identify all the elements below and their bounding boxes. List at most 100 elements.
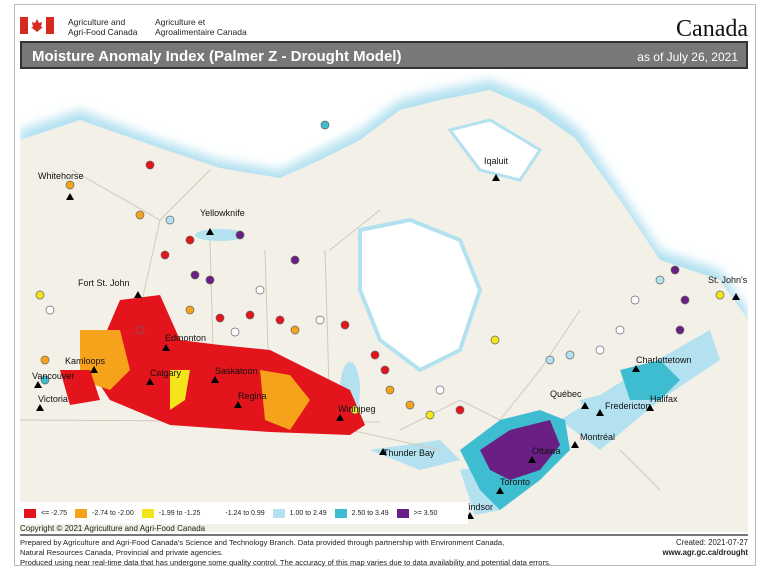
- copyright: Copyright © 2021 Agriculture and Agri-Fo…: [20, 524, 206, 533]
- legend-swatch: [334, 508, 347, 518]
- station-point: [405, 400, 415, 410]
- station-point: [235, 230, 245, 240]
- station-point: [680, 295, 690, 305]
- city-label: Winnipeg: [338, 404, 376, 414]
- city-marker-icon: [496, 487, 504, 494]
- station-point: [455, 405, 465, 415]
- legend-swatch: [24, 508, 36, 518]
- legend-label: 2.50 to 3.49: [351, 509, 389, 517]
- city-label: Québec: [550, 389, 582, 399]
- station-point: [615, 325, 625, 335]
- city-marker-icon: [492, 174, 500, 181]
- map-title: Moisture Anomaly Index (Palmer Z - Droug…: [32, 48, 402, 65]
- city-label: Yellowknife: [200, 208, 245, 218]
- department-name-en: Agriculture and Agri-Food Canada: [68, 17, 138, 37]
- city-marker-icon: [596, 409, 604, 416]
- city-label: Saskatoon: [215, 366, 258, 376]
- station-point: [160, 250, 170, 260]
- station-point: [380, 365, 390, 375]
- city-marker-icon: [234, 401, 242, 408]
- city-label: Charlottetown: [636, 355, 692, 365]
- borders: [20, 169, 661, 491]
- station-point: [40, 355, 50, 365]
- station-point: [490, 335, 500, 345]
- station-point: [135, 210, 145, 220]
- city-label: Fredericton: [605, 401, 651, 411]
- station-point: [35, 290, 45, 300]
- legend-label: -1.99 to -1.25: [158, 509, 201, 517]
- station-point: [135, 325, 145, 335]
- footer-notes: Prepared by Agriculture and Agri-Food Ca…: [20, 538, 551, 567]
- city-label: Windsor: [460, 502, 493, 512]
- station-point: [315, 315, 325, 325]
- station-points: [35, 120, 725, 420]
- station-point: [675, 325, 685, 335]
- drought-url[interactable]: www.agr.gc.ca/drought: [662, 548, 749, 557]
- station-point: [350, 405, 360, 415]
- station-point: [655, 275, 665, 285]
- station-point: [630, 295, 640, 305]
- legend-label: <= -2.75: [41, 509, 68, 517]
- city-marker-icon: [571, 441, 579, 448]
- station-point: [205, 275, 215, 285]
- city-marker-icon: [581, 402, 589, 409]
- footer-right: Created: 2021-07-27 www.agr.gc.ca/drough…: [663, 538, 749, 558]
- station-point: [40, 375, 50, 385]
- station-point: [320, 120, 330, 130]
- station-point: [245, 310, 255, 320]
- city-label: Calgary: [150, 368, 182, 378]
- legend-label: -2.74 to -2.00: [92, 509, 134, 517]
- city-marker-icon: [528, 456, 536, 463]
- city-label: Kamloops: [65, 356, 106, 366]
- city-label: Regina: [238, 391, 267, 401]
- station-point: [65, 180, 75, 190]
- legend-item: -1.24 to 0.99: [208, 508, 265, 518]
- legend-label: 1.00 to 2.49: [289, 509, 327, 517]
- legend-item: >= 3.50: [396, 508, 438, 518]
- city-label: Victoria: [38, 394, 68, 404]
- city-label: Fort St. John: [78, 278, 130, 288]
- station-point: [595, 345, 605, 355]
- city-label: Montréal: [580, 432, 615, 442]
- created-date: Created: 2021-07-27: [676, 538, 748, 547]
- station-point: [190, 270, 200, 280]
- city-label: Ottawa: [532, 446, 561, 456]
- city-marker-icon: [379, 448, 387, 455]
- city-label: Toronto: [500, 477, 530, 487]
- station-point: [385, 385, 395, 395]
- city-label: Edmonton: [165, 333, 206, 343]
- station-point: [215, 313, 225, 323]
- legend-item: <= -2.75: [24, 508, 68, 518]
- station-point: [340, 320, 350, 330]
- department-name-fr: Agriculture et Agroalimentaire Canada: [155, 17, 247, 37]
- station-point: [290, 325, 300, 335]
- station-point: [255, 285, 265, 295]
- city-marker-icon: [36, 404, 44, 411]
- legend-item: -1.99 to -1.25: [141, 508, 201, 518]
- legend-swatch: [141, 508, 154, 518]
- anomaly-areas: [60, 295, 680, 510]
- station-point: [715, 290, 725, 300]
- city-label: Whitehorse: [38, 171, 84, 181]
- city-label: Vancouver: [32, 371, 74, 381]
- city-label: St. John's: [708, 275, 748, 285]
- city-marker-icon: [146, 378, 154, 385]
- legend-item: -2.74 to -2.00: [75, 508, 134, 518]
- divider: [20, 534, 748, 536]
- canada-flag-icon: [20, 17, 54, 34]
- legend-swatch: [272, 508, 285, 518]
- city-marker-icon: [134, 291, 142, 298]
- great-slave-lake: [195, 229, 245, 241]
- station-point: [275, 315, 285, 325]
- station-point: [45, 305, 55, 315]
- frame: [14, 4, 756, 566]
- map-date: as of July 26, 2021: [637, 50, 738, 64]
- legend-swatch: [208, 508, 221, 518]
- legend-label: >= 3.50: [413, 509, 438, 517]
- station-point: [145, 160, 155, 170]
- station-point: [185, 235, 195, 245]
- station-point: [435, 385, 445, 395]
- city-label: Thunder Bay: [383, 448, 435, 458]
- city-marker-icon: [336, 414, 344, 421]
